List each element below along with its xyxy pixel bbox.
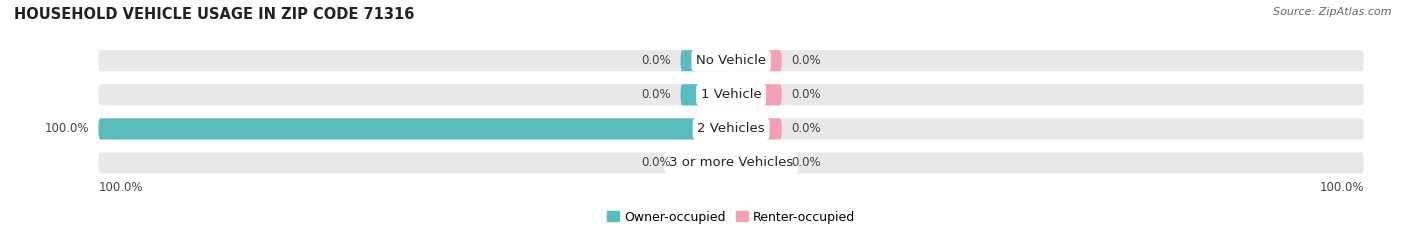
- Text: 100.0%: 100.0%: [98, 181, 143, 194]
- FancyBboxPatch shape: [98, 118, 1364, 140]
- Text: 1 Vehicle: 1 Vehicle: [700, 88, 762, 101]
- FancyBboxPatch shape: [681, 84, 731, 105]
- Text: Source: ZipAtlas.com: Source: ZipAtlas.com: [1274, 7, 1392, 17]
- Text: 2 Vehicles: 2 Vehicles: [697, 122, 765, 135]
- Text: 0.0%: 0.0%: [641, 157, 671, 169]
- Text: 100.0%: 100.0%: [45, 122, 89, 135]
- Text: 0.0%: 0.0%: [792, 88, 821, 101]
- Text: 0.0%: 0.0%: [641, 54, 671, 67]
- FancyBboxPatch shape: [98, 50, 1364, 71]
- Text: 0.0%: 0.0%: [641, 88, 671, 101]
- Text: 3 or more Vehicles: 3 or more Vehicles: [669, 157, 793, 169]
- FancyBboxPatch shape: [681, 50, 731, 71]
- FancyBboxPatch shape: [731, 118, 782, 140]
- FancyBboxPatch shape: [681, 152, 731, 174]
- Text: 100.0%: 100.0%: [1319, 181, 1364, 194]
- Text: HOUSEHOLD VEHICLE USAGE IN ZIP CODE 71316: HOUSEHOLD VEHICLE USAGE IN ZIP CODE 7131…: [14, 7, 415, 22]
- Legend: Owner-occupied, Renter-occupied: Owner-occupied, Renter-occupied: [602, 206, 860, 229]
- FancyBboxPatch shape: [98, 152, 1364, 174]
- Text: 0.0%: 0.0%: [792, 122, 821, 135]
- FancyBboxPatch shape: [731, 84, 782, 105]
- Text: 0.0%: 0.0%: [792, 54, 821, 67]
- Text: No Vehicle: No Vehicle: [696, 54, 766, 67]
- Text: 0.0%: 0.0%: [792, 157, 821, 169]
- FancyBboxPatch shape: [731, 152, 782, 174]
- FancyBboxPatch shape: [731, 50, 782, 71]
- FancyBboxPatch shape: [98, 84, 1364, 105]
- FancyBboxPatch shape: [98, 118, 731, 140]
